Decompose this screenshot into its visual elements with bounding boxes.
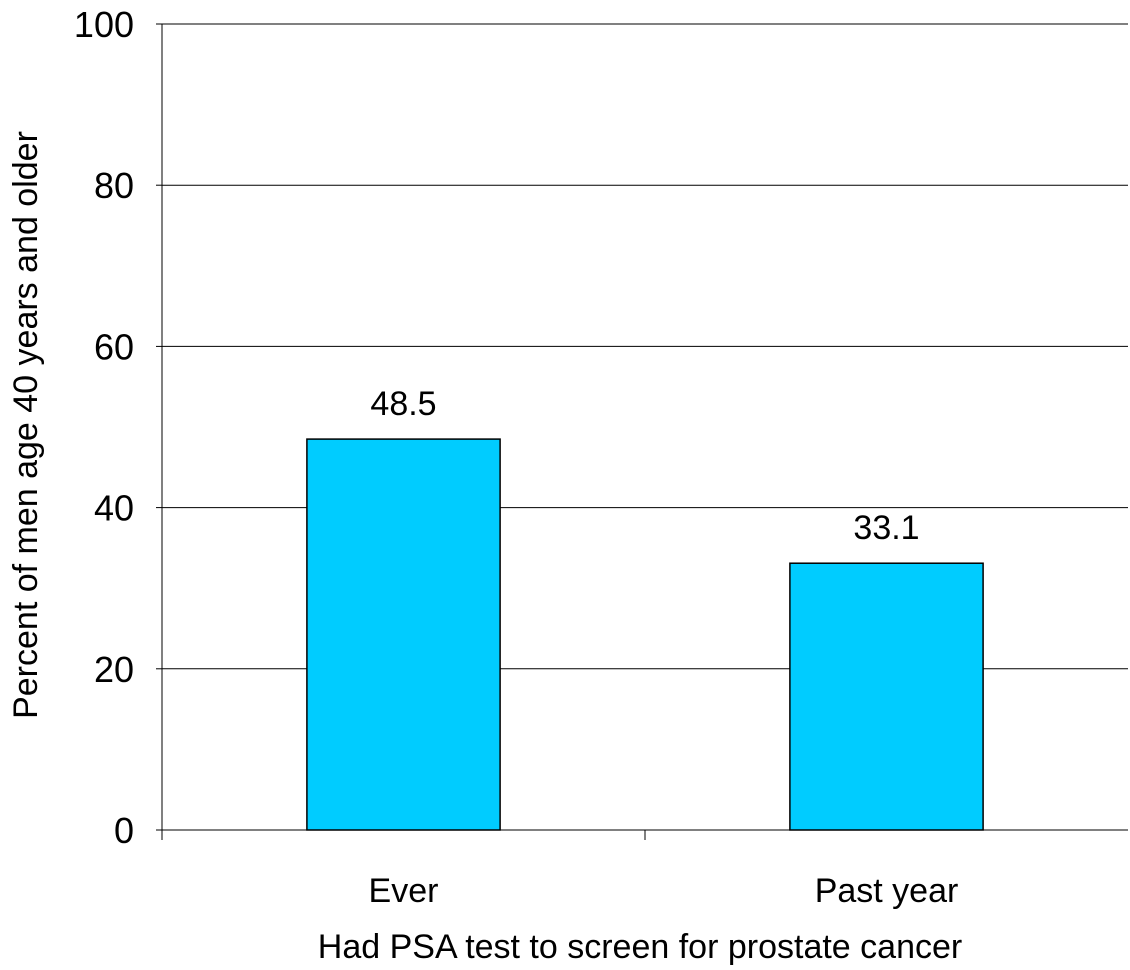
y-tick-labels: 0 20 40 60 80 100 <box>74 4 162 851</box>
bars <box>306 438 984 831</box>
y-tick-label: 100 <box>74 4 134 45</box>
value-label: 33.1 <box>853 509 919 547</box>
y-tick-label: 20 <box>94 649 134 690</box>
y-tick-label: 80 <box>94 165 134 206</box>
axes <box>161 24 1128 840</box>
value-label: 48.5 <box>370 385 436 423</box>
x-category-labels: Ever Past year <box>369 872 959 910</box>
x-category-label: Ever <box>369 872 439 910</box>
y-tick-label: 60 <box>94 326 134 367</box>
bar <box>306 438 501 831</box>
x-axis-title: Had PSA test to screen for prostate canc… <box>318 928 962 966</box>
y-tick-label: 0 <box>114 810 134 851</box>
y-axis-title: Percent of men age 40 years and older <box>7 131 45 719</box>
y-tick-label: 40 <box>94 488 134 529</box>
x-category-label: Past year <box>815 872 959 910</box>
value-labels: 48.5 33.1 <box>370 385 919 547</box>
bar <box>789 562 984 831</box>
